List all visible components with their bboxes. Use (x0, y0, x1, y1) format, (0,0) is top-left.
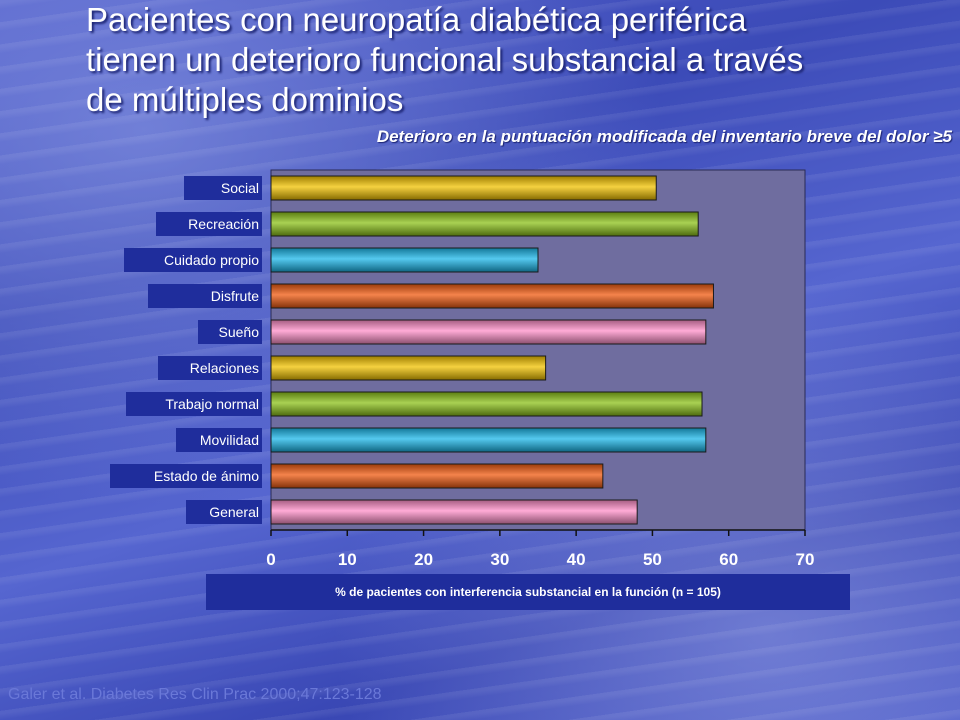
category-label: Cuidado propio (164, 252, 259, 268)
bar-5 (270, 355, 547, 381)
x-tick-label: 10 (338, 550, 357, 569)
title-line-2: tienen un deterioro funcional substancia… (86, 41, 804, 78)
category-label: Relaciones (190, 360, 259, 376)
category-label-bg (156, 212, 262, 236)
category-label: Recreación (188, 216, 259, 232)
bar-9 (270, 499, 638, 525)
category-label: Estado de ánimo (154, 468, 259, 484)
bar-4 (270, 319, 707, 345)
category-label-bg (124, 248, 262, 272)
category-label-bg (126, 392, 262, 416)
x-tick-label: 20 (414, 550, 433, 569)
x-tick-label: 30 (490, 550, 509, 569)
category-label-bg (148, 284, 262, 308)
bar-2 (270, 247, 539, 273)
bar-0 (270, 175, 657, 201)
category-label-bg (158, 356, 262, 380)
chart-subtitle: Deterioro en la puntuación modificada de… (376, 127, 952, 146)
bar-6 (270, 391, 703, 417)
category-label-bg (198, 320, 262, 344)
category-label: Sueño (219, 324, 260, 340)
title-line-1: Pacientes con neuropatía diabética perif… (86, 1, 747, 38)
category-label: General (209, 504, 259, 520)
category-label-bg (110, 464, 262, 488)
x-tick-label: 50 (643, 550, 662, 569)
category-label-bg (184, 176, 262, 200)
bar-3 (270, 283, 714, 309)
bar-8 (270, 463, 604, 489)
category-label: Disfrute (211, 288, 259, 304)
x-tick-label: 60 (719, 550, 738, 569)
bar-1 (270, 211, 699, 237)
x-tick-label: 0 (266, 550, 275, 569)
category-label: Social (221, 180, 259, 196)
category-label: Trabajo normal (165, 396, 259, 412)
x-tick-label: 70 (796, 550, 815, 569)
category-label-bg (176, 428, 262, 452)
slide-title: Pacientes con neuropatía diabética perif… (86, 0, 936, 120)
bar-7 (270, 427, 707, 453)
x-tick-label: 40 (567, 550, 586, 569)
category-label-bg (186, 500, 262, 524)
x-axis-label: % de pacientes con interferencia substan… (206, 574, 850, 610)
category-label: Movilidad (200, 432, 259, 448)
title-line-3: de múltiples dominios (86, 81, 404, 118)
citation: Galer et al. Diabetes Res Clin Prac 2000… (8, 686, 382, 703)
